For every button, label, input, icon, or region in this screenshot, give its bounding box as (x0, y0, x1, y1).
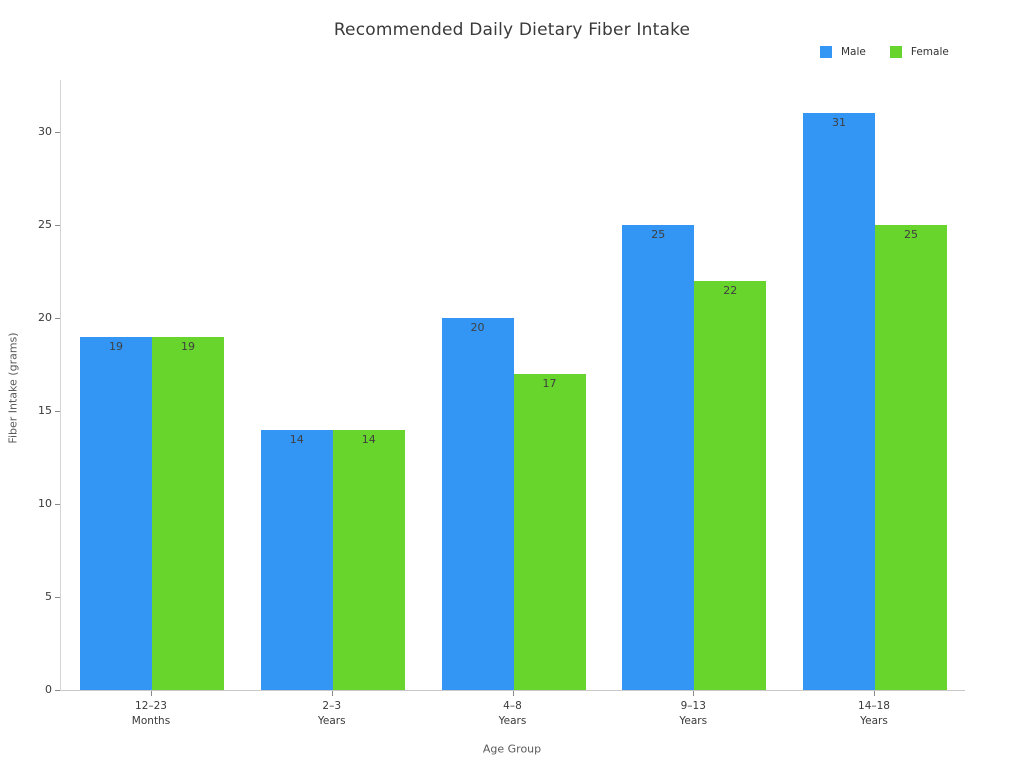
legend-label: Male (841, 46, 866, 58)
x-axis-tick-label-line: Years (679, 715, 708, 727)
x-axis-tick-label-line: Years (498, 715, 527, 727)
bar-value-label: 25 (904, 228, 918, 241)
x-axis-tick (512, 691, 514, 696)
x-axis-tick-label-line: 4–8 (503, 700, 522, 712)
bar-female-12–23: 19 (152, 337, 224, 690)
y-axis-tick-label: 0 (45, 683, 52, 696)
y-axis-tick-label: 15 (38, 404, 52, 417)
bar-female-2–3: 14 (332, 430, 405, 690)
x-axis-tick-label: 9–13 Years (679, 699, 707, 729)
bar-value-label: 14 (361, 433, 376, 446)
x-axis-tick (693, 691, 695, 696)
x-axis-tick (331, 691, 333, 696)
legend-label: Female (910, 46, 949, 58)
x-axis-tick-label-line: 14–18 (858, 700, 890, 712)
bar-value-label: 19 (109, 340, 123, 353)
bar-value-label: 25 (651, 228, 666, 241)
bar-value-label: 19 (181, 340, 195, 353)
y-axis-title: Fiber Intake (grams) (6, 332, 20, 444)
y-axis-tick-label: 30 (38, 125, 52, 138)
y-axis-tick (55, 597, 60, 598)
x-axis-tick-label: 4–8 Years (499, 699, 527, 729)
bar-male-12–23: 19 (80, 337, 152, 690)
bar-value-label: 20 (470, 321, 485, 334)
x-axis-tick (151, 691, 152, 696)
chart-title: Recommended Daily Dietary Fiber Intake (333, 20, 691, 40)
x-axis-tick-label-line: Years (317, 715, 346, 727)
y-axis-tick-label: 25 (38, 218, 52, 231)
x-axis-tick-label-line: 2–3 (322, 700, 342, 712)
legend-swatch-male (820, 46, 832, 58)
legend-swatch-female (889, 46, 902, 58)
x-axis-tick-label-line: 9–13 (680, 700, 706, 712)
x-axis-tick-label: 14–18 Years (858, 699, 890, 729)
bar-male-2–3: 14 (260, 430, 333, 690)
bar-male-4–8: 20 (441, 318, 514, 690)
bar-female-9–13: 22 (694, 281, 767, 690)
y-axis-tick (55, 504, 60, 505)
x-axis-tick-label-line: 12–23 (135, 700, 167, 712)
bar-male-14–18: 31 (803, 113, 875, 690)
bar-female-14–18: 25 (875, 225, 947, 690)
bar-female-4–8: 17 (513, 374, 586, 690)
legend: Male Female (820, 46, 949, 58)
x-axis-tick (874, 691, 875, 696)
y-axis-tick (55, 225, 60, 226)
y-axis-tick (55, 318, 60, 319)
y-axis-tick (55, 132, 60, 133)
bar-value-label: 31 (832, 116, 846, 129)
bar-male-9–13: 25 (622, 225, 695, 690)
y-axis-tick (55, 411, 60, 412)
y-axis-tick-label: 20 (38, 311, 52, 324)
x-axis-tick-label-line: Years (860, 715, 888, 727)
y-axis-tick-label: 5 (45, 590, 52, 603)
legend-item-female: Female (889, 46, 949, 58)
plot-area: 19 19 14 14 20 17 25 22 31 25 (60, 80, 965, 691)
legend-item-male: Male (820, 46, 866, 58)
bar-value-label: 22 (723, 284, 738, 297)
x-axis-tick-label: 12–23 Months (132, 699, 170, 729)
bar-value-label: 14 (289, 433, 304, 446)
x-axis-tick-label-line: Months (131, 715, 171, 727)
x-axis-title: Age Group (482, 742, 542, 756)
x-axis-tick-label: 2–3 Years (318, 699, 346, 729)
y-axis-tick (55, 690, 60, 691)
bar-value-label: 17 (542, 377, 557, 390)
y-axis-tick-label: 10 (38, 497, 52, 510)
